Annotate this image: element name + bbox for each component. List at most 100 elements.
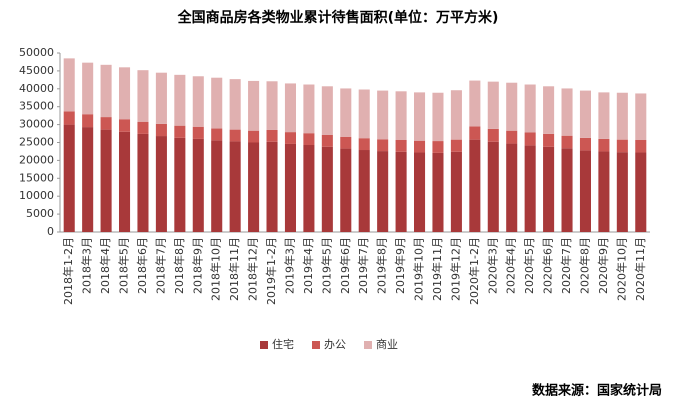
y-tick-label: 10000 bbox=[19, 189, 54, 202]
y-tick-label: 5000 bbox=[26, 207, 54, 220]
bar-segment bbox=[211, 140, 223, 232]
x-tick-label: 2018年6月 bbox=[135, 237, 149, 294]
bar-segment bbox=[487, 81, 499, 129]
bar-segment bbox=[616, 152, 628, 232]
bar-segment bbox=[303, 145, 315, 232]
bar-segment bbox=[155, 72, 167, 124]
x-tick-label: 2020年5月 bbox=[522, 237, 536, 294]
x-tick-label: 2019年7月 bbox=[356, 237, 370, 294]
bar-segment bbox=[155, 123, 167, 137]
bar-segment bbox=[303, 133, 315, 146]
bar-segment bbox=[635, 139, 647, 153]
bar-segment bbox=[284, 143, 296, 232]
bar-segment bbox=[395, 151, 407, 232]
bar-segment bbox=[635, 152, 647, 232]
y-tick-label: 35000 bbox=[19, 100, 54, 113]
bar-segment bbox=[487, 128, 499, 142]
x-tick-label: 2018年10月 bbox=[209, 237, 223, 301]
legend-swatch bbox=[312, 341, 320, 349]
y-tick-label: 25000 bbox=[19, 136, 54, 149]
bar-segment bbox=[616, 92, 628, 140]
x-tick-label: 2019年6月 bbox=[338, 237, 352, 294]
legend-label: 商业 bbox=[376, 337, 398, 351]
bar-segment bbox=[155, 136, 167, 232]
bar-segment bbox=[616, 139, 628, 153]
bar-segment bbox=[63, 124, 75, 232]
bar-segment bbox=[82, 114, 94, 128]
bar-segment bbox=[450, 151, 462, 232]
bar-segment bbox=[561, 148, 573, 232]
x-tick-label: 2020年10月 bbox=[614, 237, 628, 301]
bar-segment bbox=[377, 139, 389, 152]
bar-segment bbox=[543, 146, 555, 232]
bar-segment bbox=[174, 74, 186, 126]
bar-segment bbox=[321, 146, 333, 232]
x-tick-label: 2020年8月 bbox=[577, 237, 591, 294]
bar-segment bbox=[192, 76, 204, 127]
bar-segment bbox=[192, 126, 204, 139]
bar-segment bbox=[635, 93, 647, 140]
bar-segment bbox=[266, 81, 278, 130]
bar-segment bbox=[229, 141, 241, 232]
bar-segment bbox=[321, 134, 333, 147]
x-tick-label: 2019年9月 bbox=[393, 237, 407, 294]
x-tick-label: 2019年8月 bbox=[375, 237, 389, 294]
legend-label: 住宅 bbox=[272, 337, 294, 351]
x-tick-label: 2018年12月 bbox=[246, 237, 260, 301]
x-tick-label: 2018年9月 bbox=[190, 237, 204, 294]
legend-swatch bbox=[364, 341, 372, 349]
legend-swatch bbox=[260, 341, 268, 349]
x-tick-label: 2018年7月 bbox=[153, 237, 167, 294]
x-tick-label: 2018年8月 bbox=[172, 237, 186, 294]
x-tick-label: 2020年7月 bbox=[559, 237, 573, 294]
bar-segment bbox=[100, 129, 112, 232]
bar-segment bbox=[174, 125, 186, 138]
bar-segment bbox=[579, 90, 591, 138]
bar-segment bbox=[321, 86, 333, 135]
bar-segment bbox=[598, 151, 610, 232]
bar-segment bbox=[137, 121, 149, 134]
y-tick-label: 30000 bbox=[19, 118, 54, 131]
bar-segment bbox=[248, 142, 260, 232]
bar-segment bbox=[432, 141, 444, 153]
bar-segment bbox=[266, 141, 278, 232]
bar-segment bbox=[248, 130, 260, 143]
y-tick-label: 40000 bbox=[19, 82, 54, 95]
chart-title: 全国商品房各类物业累计待售面积(单位：万平方米) bbox=[177, 9, 499, 26]
bar-segment bbox=[598, 138, 610, 152]
bar-segment bbox=[211, 128, 223, 141]
x-tick-label: 2019年5月 bbox=[319, 237, 333, 294]
bar-segment bbox=[100, 117, 112, 130]
bar-segment bbox=[414, 92, 426, 141]
bar-segment bbox=[63, 58, 75, 112]
bar-segment bbox=[174, 137, 186, 232]
bar-segment bbox=[340, 88, 352, 137]
bar-segment bbox=[561, 135, 573, 149]
bar-segment bbox=[414, 152, 426, 232]
bar-segment bbox=[598, 92, 610, 139]
bar-segment bbox=[82, 62, 94, 115]
bar-segment bbox=[506, 143, 518, 232]
bar-segment bbox=[284, 132, 296, 144]
bar-segment bbox=[358, 89, 370, 139]
x-tick-label: 2019年10月 bbox=[412, 237, 426, 301]
y-tick-label: 0 bbox=[47, 225, 54, 238]
y-tick-label: 45000 bbox=[19, 64, 54, 77]
x-tick-label: 2018年4月 bbox=[98, 237, 112, 294]
bar-segment bbox=[119, 119, 131, 132]
bar-segment bbox=[450, 139, 462, 152]
bar-segment bbox=[358, 150, 370, 232]
bar-segment bbox=[543, 133, 555, 147]
x-tick-label: 2018年3月 bbox=[80, 237, 94, 294]
x-tick-label: 2019年1-2月 bbox=[264, 237, 278, 305]
bar-segment bbox=[469, 126, 481, 140]
x-tick-label: 2018年11月 bbox=[227, 237, 241, 301]
bar-segment bbox=[100, 64, 112, 118]
bar-segment bbox=[506, 82, 518, 131]
bar-segment bbox=[524, 84, 536, 133]
y-tick-label: 15000 bbox=[19, 171, 54, 184]
bar-segment bbox=[137, 133, 149, 232]
bar-segment bbox=[192, 138, 204, 232]
bar-segment bbox=[248, 80, 260, 131]
